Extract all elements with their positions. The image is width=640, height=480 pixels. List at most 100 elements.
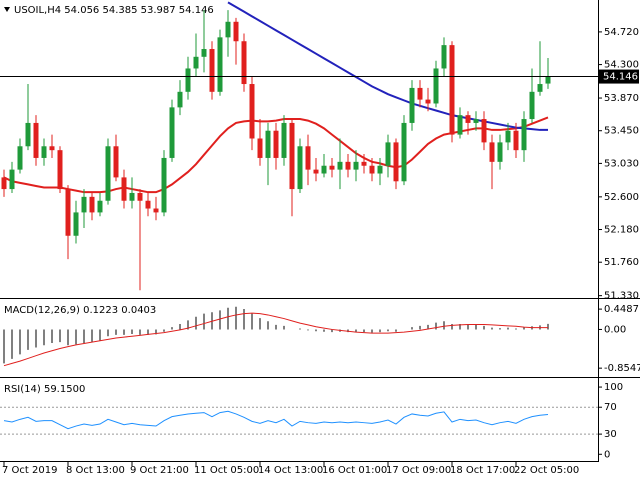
x-tick-label: 17 Oct 09:00 — [386, 465, 451, 476]
price-label: 54.146 — [603, 72, 638, 83]
candle-body — [369, 165, 375, 174]
y-tick-label: 53.870 — [604, 93, 639, 104]
candle-body — [57, 150, 63, 190]
candle-body — [433, 68, 439, 104]
candle-body — [457, 115, 463, 135]
candle-body — [377, 165, 383, 174]
candle-body — [185, 68, 191, 92]
y-tick-label: -0.8547 — [604, 363, 640, 374]
x-tick-label: 9 Oct 21:00 — [130, 465, 189, 476]
candle-body — [329, 165, 335, 170]
candle-body — [265, 130, 271, 158]
y-tick-label: 70 — [604, 402, 617, 413]
candle-body — [233, 21, 239, 42]
candle-body — [9, 169, 15, 190]
candle-body — [1, 177, 7, 190]
candle-body — [441, 45, 447, 69]
candle-body — [41, 146, 47, 158]
candle-body — [425, 99, 431, 104]
candle-body — [281, 122, 287, 158]
x-tick-label: 8 Oct 13:00 — [66, 465, 125, 476]
candle-body — [489, 142, 495, 162]
candle-body — [121, 177, 127, 201]
candle-body — [337, 161, 343, 170]
candle-body — [65, 189, 71, 236]
candle-body — [25, 122, 31, 147]
frame — [0, 0, 640, 462]
candle-body — [353, 161, 359, 170]
candle-body — [169, 107, 175, 158]
y-tick-label: 0.4487 — [604, 304, 639, 315]
candle-body — [193, 56, 199, 69]
candle-body — [241, 41, 247, 85]
candle-body — [209, 49, 215, 92]
candle-body — [49, 146, 55, 151]
candle-body — [113, 146, 119, 178]
candle-body — [153, 208, 159, 213]
candle-body — [129, 192, 135, 201]
macd-title: MACD(12,26,9) 0.1223 0.0403 — [4, 305, 156, 316]
candle-body — [97, 200, 103, 213]
candle-body — [385, 142, 391, 166]
y-tick-label: 52.600 — [604, 192, 639, 203]
x-tick-label: 22 Oct 05:00 — [514, 465, 579, 476]
y-tick-label: 54.300 — [604, 60, 639, 71]
candle-body — [505, 130, 511, 143]
signal-line — [3, 312, 549, 367]
price-label-box — [599, 69, 639, 84]
candle-body — [473, 119, 479, 123]
candle-body — [297, 146, 303, 190]
candle-body — [161, 157, 167, 213]
y-tick-label: 30 — [604, 429, 617, 440]
candle-body — [217, 37, 223, 92]
candle-body — [177, 91, 183, 108]
candle-body — [305, 146, 311, 170]
x-tick-label: 7 Oct 2019 — [2, 465, 57, 476]
y-tick-label: 52.180 — [604, 225, 639, 236]
candle-body — [321, 165, 327, 174]
x-tick-label: 16 Oct 01:00 — [322, 465, 387, 476]
menu-icon — [4, 7, 10, 12]
candle-body — [417, 87, 423, 100]
candle-body — [401, 122, 407, 182]
y-tick-label: 0.00 — [604, 324, 626, 335]
candle-body — [393, 142, 399, 182]
y-tick-label: 53.450 — [604, 126, 639, 137]
candle-body — [249, 84, 255, 139]
x-tick-label: 11 Oct 05:00 — [194, 465, 259, 476]
candle-body — [201, 49, 207, 57]
rsi-line — [3, 410, 549, 430]
main-title: USOIL,H4 54.056 54.385 53.987 54.146 — [14, 5, 214, 16]
candle-body — [225, 21, 231, 38]
candle-body — [289, 122, 295, 190]
candle-body — [361, 161, 367, 166]
candle-body — [137, 192, 143, 201]
candle-body — [273, 130, 279, 158]
y-tick-label: 51.330 — [604, 291, 639, 302]
candle-body — [409, 87, 415, 123]
candle-body — [145, 200, 151, 209]
candle-body — [81, 196, 87, 213]
x-tick-label: 14 Oct 13:00 — [258, 465, 323, 476]
candle-body — [465, 115, 471, 123]
x-tick-label: 18 Oct 17:00 — [450, 465, 515, 476]
rsi-title: RSI(14) 59.1500 — [4, 384, 85, 395]
candle-body — [257, 138, 263, 158]
y-tick-label: 100 — [604, 382, 623, 393]
candle-body — [521, 119, 527, 151]
candle-body — [33, 122, 39, 158]
candle-body — [497, 142, 503, 162]
y-tick-label: 54.720 — [604, 27, 639, 38]
moving-average — [3, 116, 549, 194]
candle-body — [313, 169, 319, 174]
candle-body — [449, 45, 455, 135]
y-tick-label: 51.760 — [604, 257, 639, 268]
candle-body — [89, 196, 95, 213]
y-tick-label: 0 — [604, 449, 610, 460]
candle-body — [513, 130, 519, 151]
candle-body — [73, 212, 79, 236]
candle-body — [345, 161, 351, 170]
candle-body — [545, 76, 551, 84]
